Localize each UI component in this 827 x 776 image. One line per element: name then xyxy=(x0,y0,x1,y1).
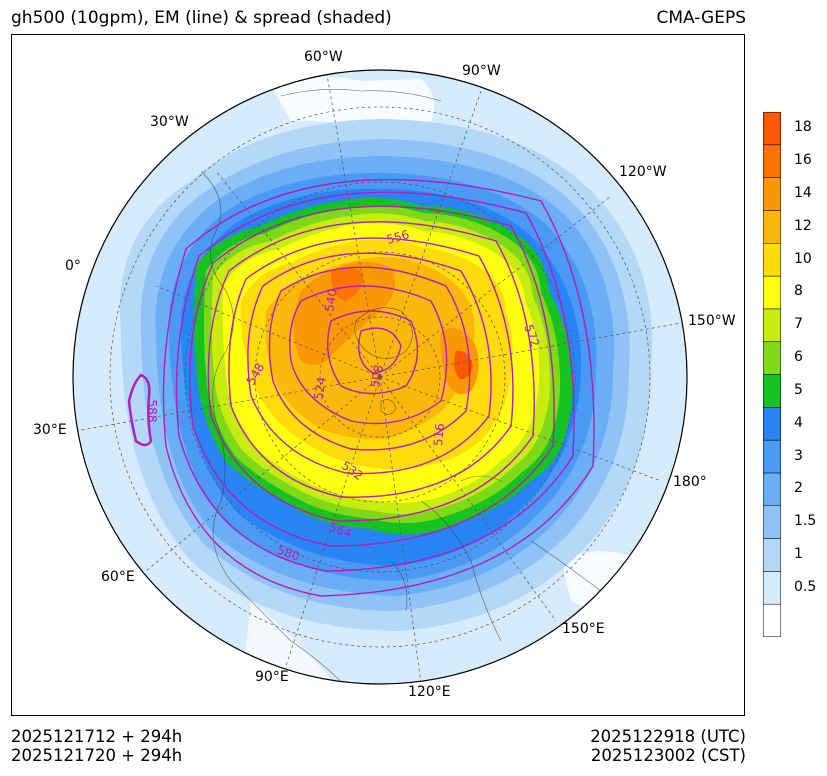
map-boundary xyxy=(72,69,688,685)
colorbar-swatch xyxy=(763,112,781,146)
valid-time-cst: 2025123002 (CST) xyxy=(590,746,746,765)
colorbar-swatch xyxy=(763,144,781,178)
geopotential-contours xyxy=(162,178,595,597)
contour-label-588: 588 xyxy=(145,400,159,423)
colorbar-tick-label: 18 xyxy=(794,119,812,136)
lon-label-60e: 60°E xyxy=(101,569,135,585)
colorbar-tick-label: 0.5 xyxy=(794,578,817,595)
lon-label-120e: 120°E xyxy=(408,684,451,700)
colorbar-swatch xyxy=(763,243,781,277)
colorbar-tick-label: 5 xyxy=(794,381,803,398)
lon-label-150e: 150°E xyxy=(562,621,605,637)
lon-label-30w: 30°W xyxy=(150,114,189,130)
model-name: CMA-GEPS xyxy=(656,8,746,28)
colorbar-swatch xyxy=(763,374,781,408)
colorbar-tick-label: 8 xyxy=(794,283,803,300)
contour-588 xyxy=(127,373,153,447)
valid-time-utc: 2025122918 (UTC) xyxy=(590,727,746,746)
colorbar-tick-label: 4 xyxy=(794,414,803,431)
colorbar-swatch xyxy=(763,603,781,637)
init-time-cst: 2025121720 + 294h xyxy=(11,746,183,765)
colorbar-tick-label: 12 xyxy=(794,217,812,234)
colorbar-swatch xyxy=(763,308,781,342)
map-frame: 508 516 524 532 540 548 556 564 572 580 … xyxy=(11,34,745,716)
map-title: gh500 (10gpm), EM (line) & spread (shade… xyxy=(11,8,392,28)
colorbar-swatch xyxy=(763,571,781,605)
colorbar-tick-label: 10 xyxy=(794,250,812,267)
colorbar-tick-label: 1.5 xyxy=(794,513,817,530)
colorbar-swatch xyxy=(763,505,781,539)
contour-label-524: 524 xyxy=(311,376,329,401)
colorbar-swatch xyxy=(763,439,781,474)
colorbar-tick-label: 1 xyxy=(794,545,803,562)
contour-label-540: 540 xyxy=(322,288,340,313)
colorbar-swatch xyxy=(763,472,781,506)
lon-label-90e: 90°E xyxy=(255,669,289,685)
colorbar-tick-label: 14 xyxy=(794,185,812,202)
footer-left: 2025121712 + 294h 2025121720 + 294h xyxy=(11,727,182,765)
lon-label-180: 180° xyxy=(673,474,707,490)
lon-label-60w: 60°W xyxy=(304,49,343,65)
lon-label-120w: 120°W xyxy=(619,164,667,180)
colorbar-tick-label: 2 xyxy=(794,480,803,497)
colorbar xyxy=(763,112,781,637)
colorbar-swatch xyxy=(763,407,781,441)
colorbar-swatch xyxy=(763,538,781,572)
colorbar-tick-label: 7 xyxy=(794,316,803,333)
init-time-utc: 2025121712 + 294h xyxy=(11,727,183,746)
contour-label-508: 508 xyxy=(368,364,386,389)
spread-shading xyxy=(73,70,687,684)
polar-map: 508 516 524 532 540 548 556 564 572 580 … xyxy=(72,69,688,685)
coastlines xyxy=(200,89,602,684)
footer-right: 2025122918 (UTC) 2025123002 (CST) xyxy=(590,727,746,765)
colorbar-tick-label: 16 xyxy=(794,152,812,169)
colorbar-tick-label: 6 xyxy=(794,349,803,366)
colorbar-swatch xyxy=(763,341,781,375)
colorbar-tick-label: 3 xyxy=(794,447,803,464)
colorbar-swatch xyxy=(763,275,781,310)
contour-label-516: 516 xyxy=(431,423,447,447)
lon-label-150w: 150°W xyxy=(688,313,736,329)
colorbar-swatch xyxy=(763,177,781,211)
colorbar-swatch xyxy=(763,210,781,244)
lon-label-30e: 30°E xyxy=(33,422,67,438)
lon-label-0: 0° xyxy=(65,258,81,274)
lon-label-90w: 90°W xyxy=(462,63,501,79)
contour-label-556: 556 xyxy=(385,227,411,246)
